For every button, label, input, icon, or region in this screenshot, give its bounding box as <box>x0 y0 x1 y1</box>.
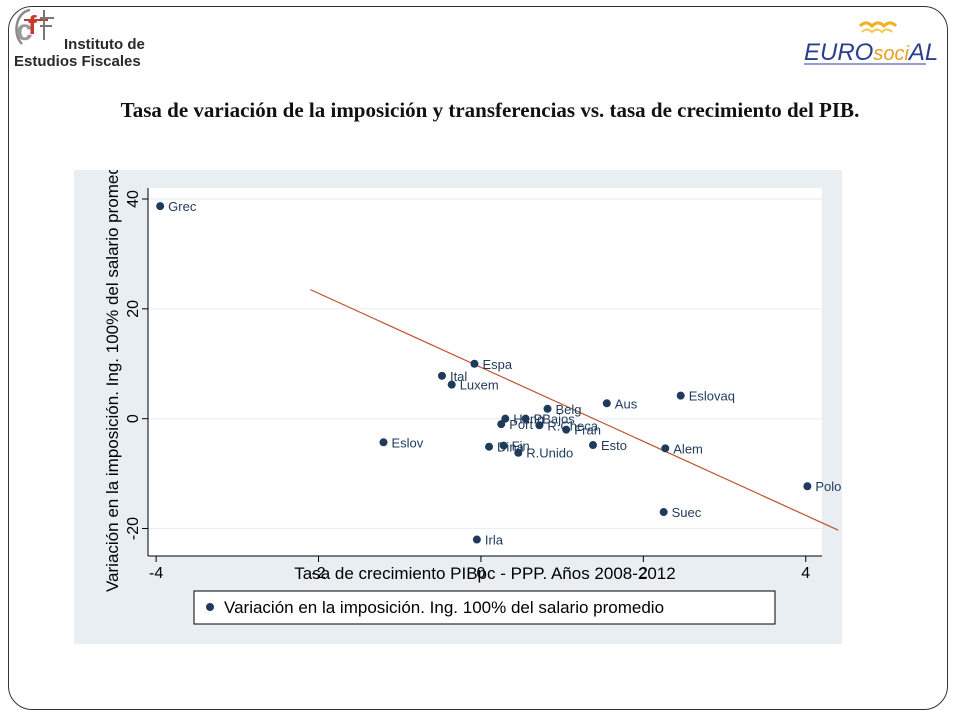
data-point <box>676 391 685 400</box>
point-label: Polon <box>815 479 842 494</box>
ief-logo: c f Instituto de Estudios Fiscales <box>6 0 166 80</box>
data-point <box>379 438 388 447</box>
eurosocial-euro: EURO <box>804 39 873 66</box>
y-tick-label: -20 <box>125 517 142 540</box>
eurosocial-soci: soci <box>873 43 909 65</box>
y-tick-label: 40 <box>125 190 142 208</box>
data-point <box>485 442 494 451</box>
data-point <box>437 371 446 380</box>
data-point <box>521 414 530 423</box>
y-ticks: -20 0 20 40 <box>125 190 148 540</box>
fit-line <box>310 289 839 531</box>
ief-logo-line1: Instituto de <box>64 36 145 53</box>
eurosocial-al: AL <box>907 39 938 66</box>
data-points: GrecEspaItalLuxemEslovaqAusBelgHungPBajo… <box>156 199 849 548</box>
scatter-chart: -4 -2 0 2 4 -20 0 20 40 Grec Espa Ital Luxem Eslova… <box>74 152 849 644</box>
legend-marker <box>206 603 214 611</box>
data-point <box>514 448 523 457</box>
point-label: Fran <box>574 423 601 438</box>
x-tick-label: 0 <box>476 565 485 582</box>
data-point <box>499 441 508 450</box>
point-label: Luxem <box>460 378 499 393</box>
eurosocial-logo-graphic: EUROsociAL <box>804 21 938 66</box>
data-point <box>470 359 479 368</box>
point-label: Eslov <box>391 435 423 450</box>
x-tick-label: -4 <box>149 565 163 582</box>
point-label: Espa <box>482 357 512 372</box>
point-label: Irla <box>485 533 504 548</box>
legend: Variación en la imposición. Ing. 100% de… <box>193 590 776 625</box>
ief-logo-mark: c f <box>15 8 54 47</box>
svg-text:c: c <box>16 14 33 47</box>
legend-label: Variación en la imposición. Ing. 100% de… <box>224 598 664 617</box>
point-label: Suec <box>672 505 702 520</box>
point-label: Belg <box>556 402 582 417</box>
data-point <box>472 535 481 544</box>
x-ticks: -4 -2 0 2 4 <box>149 556 810 582</box>
plot-area <box>148 188 822 556</box>
data-point <box>803 482 812 491</box>
y-tick-label: 20 <box>125 300 142 318</box>
data-point <box>659 508 668 517</box>
point-label: PBajos <box>534 412 576 427</box>
y-axis-label: Variación en la imposición. Ing. 100% de… <box>103 170 122 592</box>
point-label: Alem <box>673 441 703 456</box>
point-label: Grec <box>168 199 197 214</box>
data-point <box>501 414 510 423</box>
x-tick-label: 2 <box>639 565 648 582</box>
svg-text:EUROsociAL: EUROsociAL <box>804 39 938 66</box>
axes <box>147 188 822 557</box>
data-point <box>497 420 506 429</box>
data-point <box>589 441 598 450</box>
y-tick-label: 0 <box>125 414 142 423</box>
slide-title: Tasa de variación de la imposición y tra… <box>120 98 860 122</box>
eurosocial-logo: EUROsociAL <box>800 18 940 68</box>
point-label: Port <box>509 417 533 432</box>
data-point <box>447 380 456 389</box>
x-tick-label: -2 <box>311 565 325 582</box>
point-label: Eslovaq <box>689 389 735 404</box>
data-point <box>535 421 544 430</box>
grid-lines <box>148 198 822 530</box>
legend-box <box>193 590 776 625</box>
data-point <box>156 202 165 211</box>
x-tick-label: 4 <box>801 565 810 582</box>
point-label: Aus <box>615 396 638 411</box>
data-point <box>602 399 611 408</box>
slide-frame <box>8 6 948 710</box>
point-label: Ital <box>450 369 467 384</box>
svg-text:f: f <box>28 10 37 40</box>
ief-logo-line2: Estudios Fiscales <box>14 53 141 70</box>
point-label: Esto <box>601 438 627 453</box>
data-point <box>661 444 670 453</box>
data-point <box>543 404 552 413</box>
point-label: R.Unido <box>526 446 573 461</box>
data-point <box>562 425 571 434</box>
point-label: R.Checa <box>547 418 598 433</box>
x-axis-label: Tasa de crecimiento PIBpc - PPP. Años 20… <box>294 564 675 583</box>
